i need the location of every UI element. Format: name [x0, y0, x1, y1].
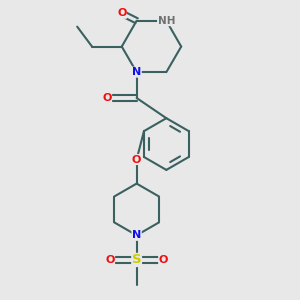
Text: NH: NH [158, 16, 175, 26]
Text: S: S [132, 254, 141, 266]
Text: O: O [102, 93, 112, 103]
Text: O: O [132, 154, 141, 164]
Text: O: O [159, 255, 168, 265]
Text: N: N [132, 230, 141, 240]
Text: O: O [117, 8, 127, 18]
Text: O: O [105, 255, 115, 265]
Text: N: N [132, 67, 141, 77]
